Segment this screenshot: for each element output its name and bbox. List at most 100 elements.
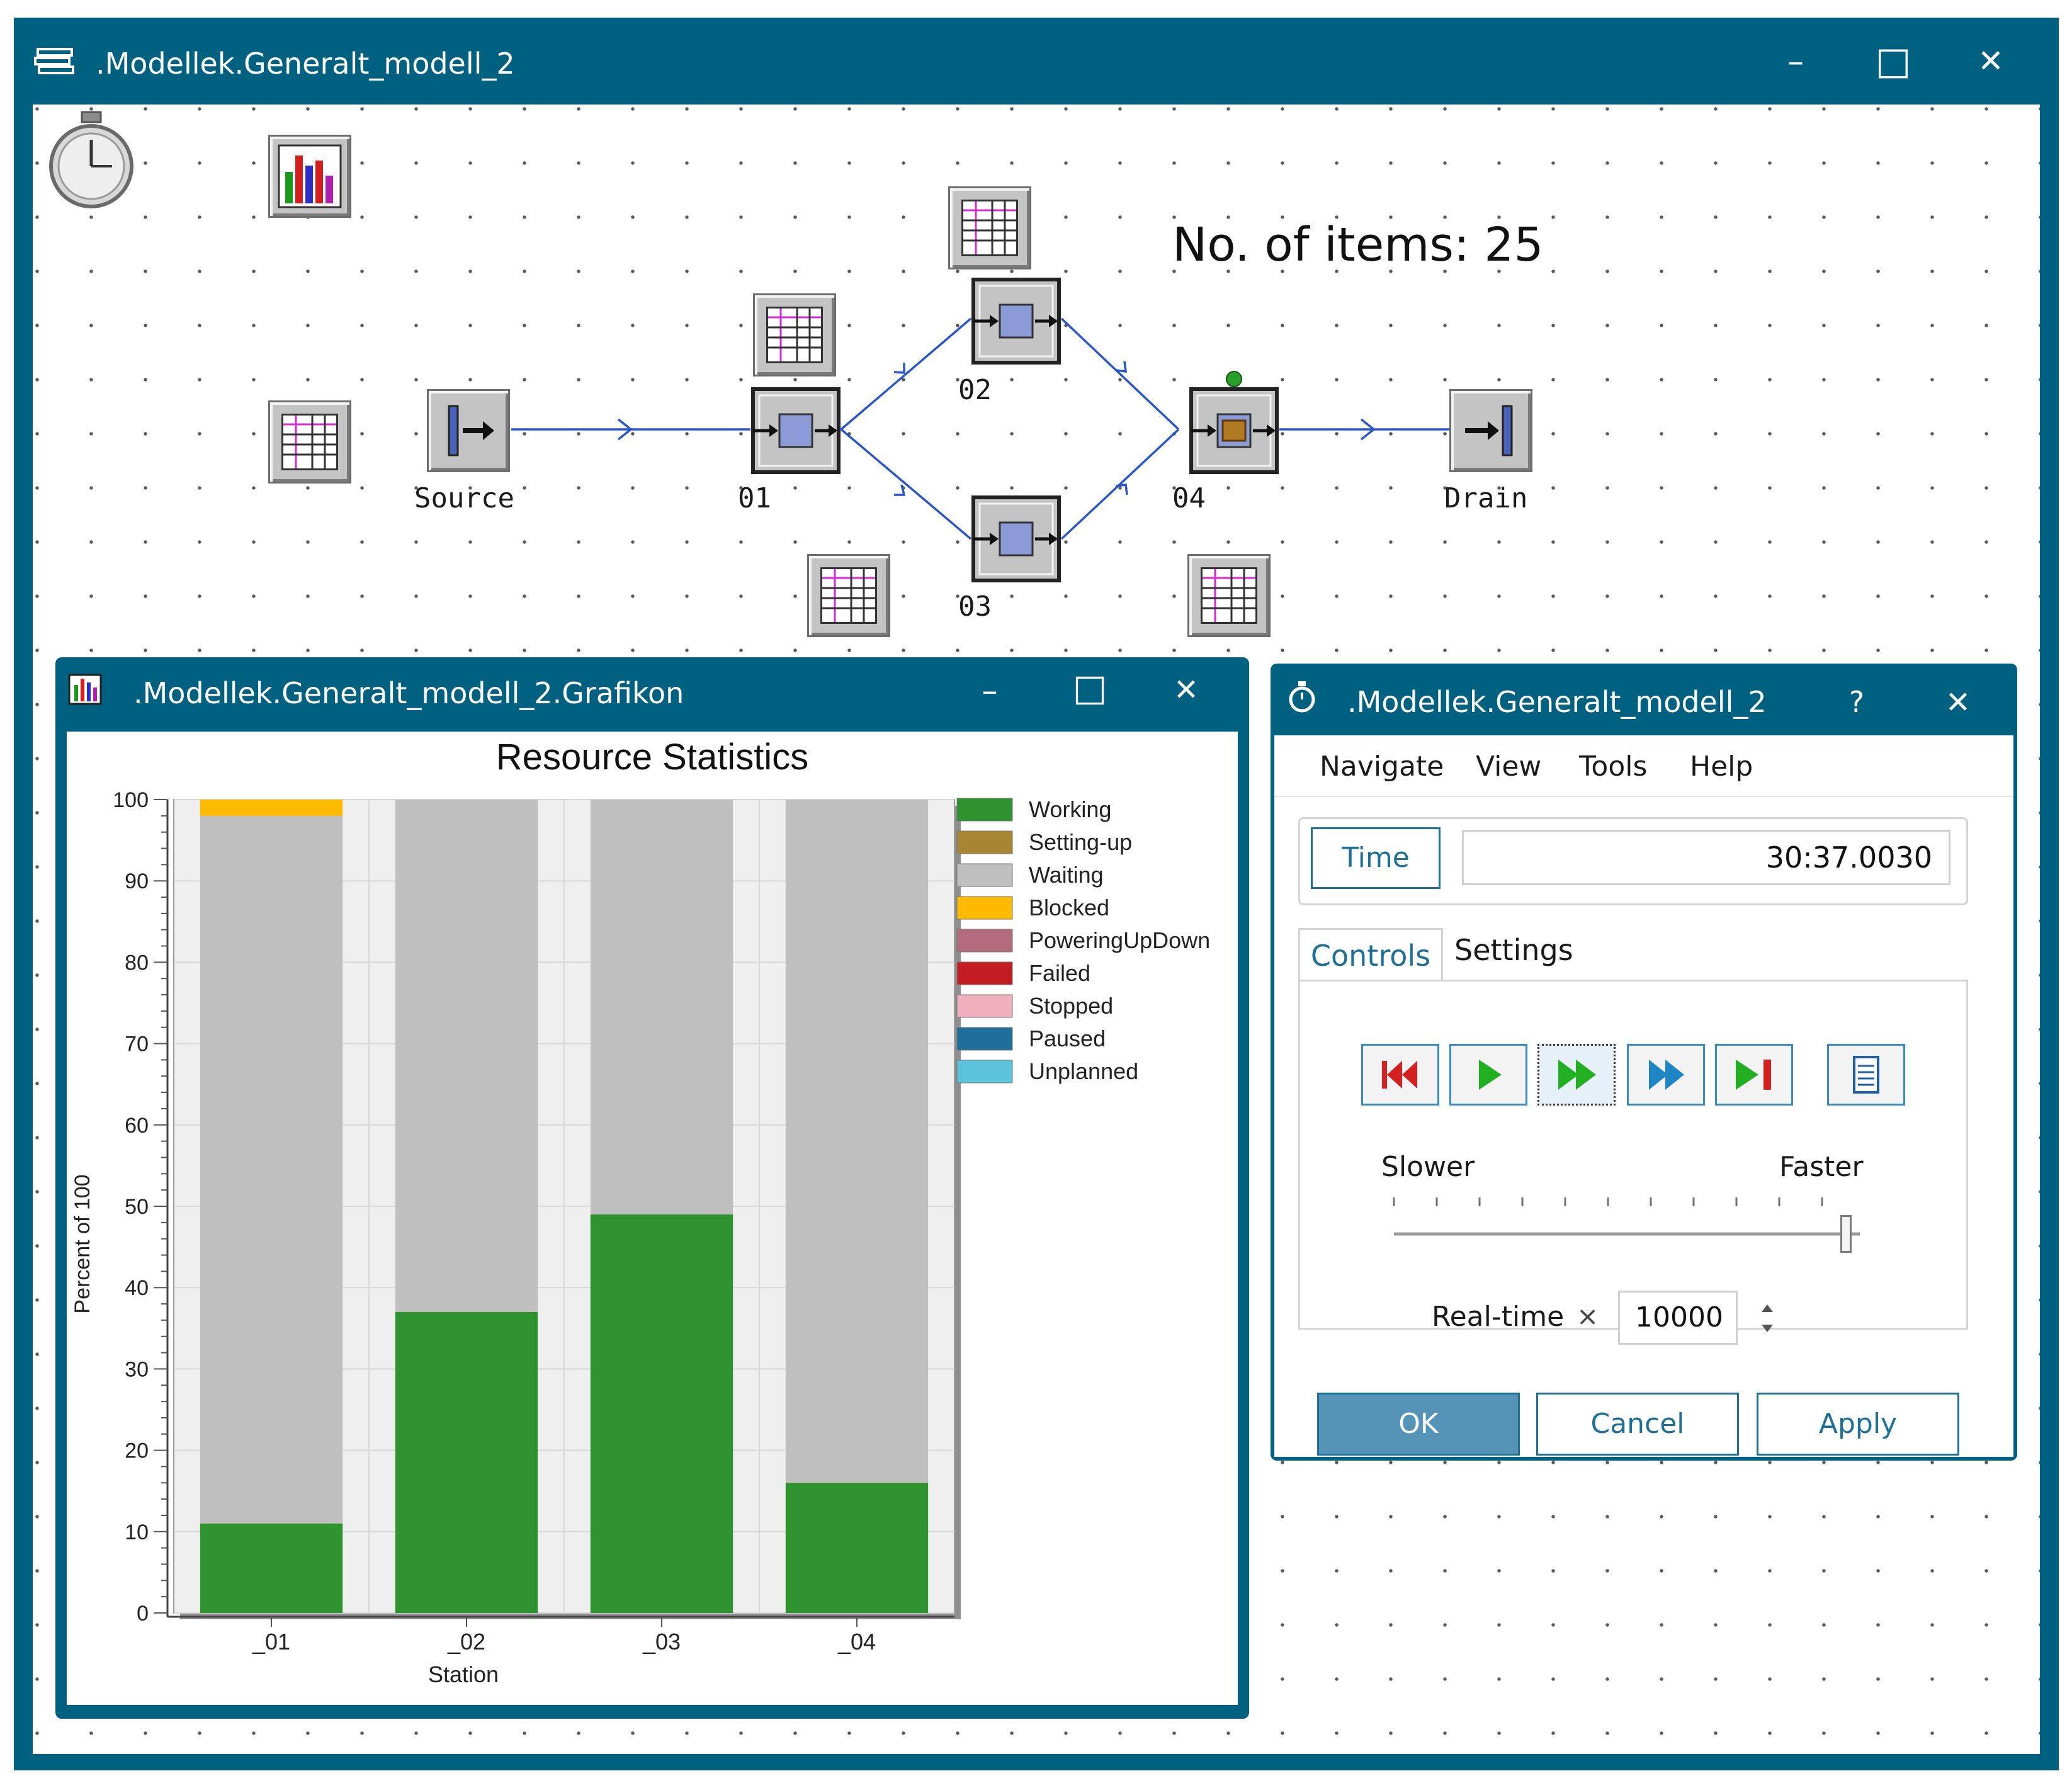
table-object-icon[interactable] [1187,554,1271,637]
reset-icon [1382,1061,1417,1089]
y-tick-label: 80 [125,951,149,975]
legend-swatch [956,1060,1013,1084]
drain-label: Drain [1444,482,1528,514]
table-object-icon[interactable] [268,400,351,484]
dialog-close-button[interactable]: ✕ [1945,685,1971,720]
legend-swatch [956,863,1013,887]
y-tick-label: 60 [125,1114,149,1138]
station-02-label: 02 [958,374,992,406]
bar-segment-working [395,1311,538,1613]
step-forward-icon [1649,1060,1684,1090]
y-tick-label: 40 [125,1276,149,1300]
station-04-label: 04 [1172,482,1206,514]
realtime-label: Real-time [1432,1301,1565,1333]
y-tick-label: 10 [125,1520,149,1544]
legend-swatch [956,830,1013,854]
chart-maximize-button[interactable]: □ [1072,666,1107,709]
table-object-icon[interactable] [753,293,836,376]
source-label: Source [414,482,514,514]
event-controller-dialog: .Modellek.Generalt_modell_2 ? ✕ Navigate… [1271,664,2017,1461]
times-sign: × [1577,1301,1599,1332]
source-object[interactable] [427,389,510,472]
fast-forward-icon [1558,1060,1596,1090]
faster-label: Faster [1779,1151,1864,1183]
legend-swatch [956,1027,1013,1051]
ok-button[interactable]: OK [1317,1393,1520,1456]
start-button[interactable] [1449,1044,1527,1106]
material-flow-connectors [511,317,1449,540]
reset-button[interactable] [1361,1044,1439,1106]
realtime-factor-input[interactable]: 10000 [1618,1291,1738,1345]
y-axis-label: Percent of 100 [71,1174,94,1313]
drain-object[interactable] [1449,389,1532,472]
legend-label: PoweringUpDown [1029,927,1210,953]
bar-segment-working [200,1523,343,1613]
station-01[interactable] [750,387,841,475]
controls-panel [1298,980,1968,1330]
realtime-spin-button[interactable] [1758,1294,1777,1342]
chart-close-button[interactable]: ✕ [1173,672,1199,708]
time-group [1298,817,1968,905]
stopwatch-icon[interactable] [44,110,139,210]
speed-slider[interactable] [1389,1196,1865,1265]
play-icon [1479,1060,1502,1090]
menu-navigate[interactable]: Navigate [1320,750,1444,783]
list-button[interactable] [1827,1044,1905,1106]
bar-segment-waiting [200,815,343,1524]
legend-swatch [956,994,1013,1018]
model-frame-icon [34,48,76,76]
chart-object-icon[interactable] [268,135,351,218]
y-tick-label: 70 [125,1033,149,1056]
legend-swatch [956,798,1013,822]
dialog-body: Navigate View Tools Help Time 30:37.0030… [1274,735,2013,1457]
bar-segment-working [785,1483,929,1613]
x-tick-label: _04 [837,1629,876,1655]
apply-button[interactable]: Apply [1757,1393,1959,1456]
bar-segment-waiting [785,800,929,1483]
legend-label: Stopped [1029,993,1113,1019]
station-03-label: 03 [958,591,992,623]
close-button[interactable]: ✕ [1978,43,2004,79]
station-03[interactable] [971,495,1061,583]
spin-arrows-icon [1762,1304,1773,1332]
menu-help[interactable]: Help [1690,750,1753,783]
y-tick-label: 90 [125,869,149,893]
legend-label: Waiting [1029,862,1104,888]
dialog-menu-bar: Navigate View Tools Help [1274,735,2013,797]
speed-slider-thumb[interactable] [1840,1215,1852,1253]
tab-controls[interactable]: Controls [1298,928,1443,982]
legend-swatch [956,896,1013,920]
x-axis-label: Station [428,1661,499,1687]
menu-tools[interactable]: Tools [1579,750,1648,783]
dialog-title-bar: .Modellek.Generalt_modell_2 ? ✕ [1271,664,2017,735]
chart-minimize-button[interactable]: – [982,672,998,709]
run-to-end-button[interactable] [1715,1044,1793,1106]
cancel-button[interactable]: Cancel [1536,1393,1739,1456]
station-02[interactable] [971,277,1061,365]
time-display: 30:37.0030 [1462,830,1950,885]
slower-label: Slower [1381,1151,1475,1183]
main-window-title: .Modellek.Generalt_modell_2 [96,47,515,81]
y-tick-label: 50 [125,1195,149,1219]
legend-swatch [956,929,1013,953]
chart-window-title: .Modellek.Generalt_modell_2.Grafikon [133,676,684,710]
station-04[interactable] [1189,369,1279,475]
menu-view[interactable]: View [1476,750,1542,783]
time-button[interactable]: Time [1311,827,1441,889]
step-forward-button[interactable] [1627,1044,1705,1106]
main-title-bar: .Modellek.Generalt_modell_2 – □ ✕ [14,18,2059,105]
table-object-icon[interactable] [948,186,1031,269]
maximize-button[interactable]: □ [1875,39,1911,83]
table-object-icon[interactable] [807,554,890,637]
station-01-label: 01 [738,482,771,514]
chart-window-icon [68,674,102,705]
legend-label: Paused [1029,1026,1106,1051]
tab-settings[interactable]: Settings [1454,933,1573,967]
list-icon [1853,1056,1879,1094]
minimize-button[interactable]: – [1787,43,1804,81]
resource-statistics-chart: Resource Statistics 0 10 20 30 40 50 60 70 80 90 10… [71,737,1210,1687]
fast-forward-button[interactable] [1537,1044,1616,1106]
help-button[interactable]: ? [1848,685,1865,719]
bar-segment-working [590,1214,733,1613]
bar-segment-blocked [200,800,343,816]
